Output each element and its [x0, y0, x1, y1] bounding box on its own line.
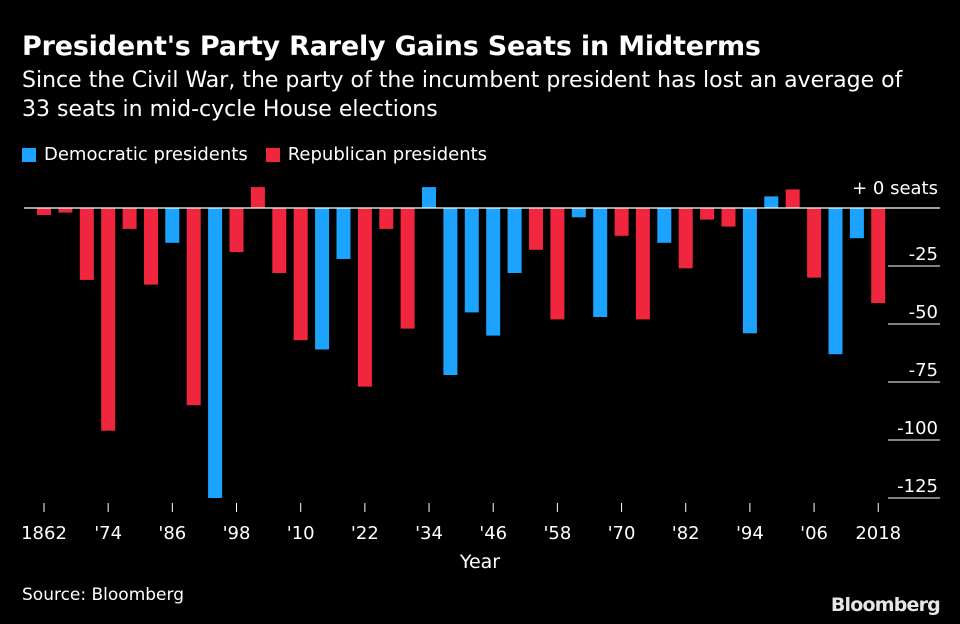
legend-swatch-democratic — [22, 147, 36, 162]
bar-democratic — [443, 208, 458, 375]
bar-democratic — [165, 208, 180, 243]
x-tick-label: '06 — [800, 523, 828, 544]
bar-democratic — [742, 208, 757, 334]
bar-republican — [186, 208, 201, 406]
bar-democratic — [336, 208, 351, 259]
bar-republican — [807, 208, 822, 278]
bar-republican — [635, 208, 650, 320]
bar-democratic — [507, 208, 522, 273]
chart-title: President's Party Rarely Gains Seats in … — [22, 31, 761, 62]
bar-republican — [614, 208, 629, 236]
x-tick-label: '82 — [672, 523, 700, 544]
chart-subtitle: Since the Civil War, the party of the in… — [22, 68, 903, 122]
bar-republican — [37, 208, 51, 215]
x-axis: 1862 '74 '86 '98 '10 '22 '34 '46 '58 '70 '82 '94 '06… — [21, 503, 901, 544]
bar-democratic — [422, 187, 436, 208]
bar-democratic — [315, 208, 330, 350]
zero-line-label: + 0 seats — [852, 178, 938, 199]
bar-democratic — [464, 208, 479, 313]
bar-republican — [293, 208, 308, 341]
bar-republican — [871, 208, 886, 304]
bar-republican — [785, 189, 800, 208]
bar-republican — [678, 208, 693, 269]
bar-democratic — [486, 208, 501, 336]
bar-republican — [550, 208, 565, 320]
bar-republican — [122, 208, 137, 229]
legend-item-democratic: Democratic presidents — [22, 144, 248, 165]
x-axis-title: Year — [459, 551, 500, 573]
bar-republican — [379, 208, 394, 229]
x-tick-label: '94 — [736, 523, 764, 544]
gridlines — [888, 265, 940, 499]
x-tick-label: '86 — [158, 523, 186, 544]
bar-democratic — [657, 208, 672, 243]
bar-republican — [272, 208, 287, 273]
bar-republican — [58, 208, 73, 213]
bar-republican — [721, 208, 736, 227]
bar-republican — [101, 208, 116, 431]
bar-republican — [400, 208, 415, 329]
bar-democratic — [764, 196, 779, 208]
bar-republican — [229, 208, 244, 253]
bar-democratic — [571, 208, 586, 218]
x-tick-label: '10 — [287, 523, 315, 544]
x-tick-label: 2018 — [855, 523, 901, 544]
bars — [37, 187, 886, 498]
y-tick-label: -100 — [897, 418, 938, 439]
x-tick-label: '34 — [415, 523, 443, 544]
zero-line-group: + 0 seats — [24, 178, 940, 209]
y-tick-label: -75 — [909, 360, 938, 381]
legend-item-republican: Republican presidents — [265, 144, 488, 165]
legend-label-republican: Republican presidents — [287, 144, 488, 165]
bloomberg-logo: Bloomberg — [830, 594, 941, 616]
bar-republican — [357, 208, 372, 387]
bar-republican — [250, 187, 265, 208]
bar-republican — [529, 208, 543, 250]
y-tick-label: -125 — [897, 476, 938, 497]
y-tick-label: -25 — [909, 244, 938, 265]
x-tick-label: '74 — [94, 523, 122, 544]
x-tick-label: 1862 — [21, 523, 67, 544]
x-tick-label: '98 — [223, 523, 251, 544]
legend-swatch-republican — [265, 147, 280, 162]
chart-legend: Democratic presidents Republican preside… — [22, 144, 505, 165]
legend-label-democratic: Democratic presidents — [44, 144, 248, 165]
x-tick-label: '22 — [351, 523, 379, 544]
x-tick-label: '58 — [543, 523, 571, 544]
bar-democratic — [849, 208, 864, 239]
y-axis-labels: -25 -50 -75 -100 -125 — [897, 244, 938, 497]
x-tick-label: '46 — [479, 523, 507, 544]
source-note: Source: Bloomberg — [22, 585, 184, 605]
bar-republican — [144, 208, 158, 285]
bar-democratic — [828, 208, 843, 355]
bar-republican — [700, 208, 715, 220]
bar-democratic — [208, 208, 223, 498]
bar-republican — [79, 208, 94, 280]
x-tick-label: '70 — [608, 523, 636, 544]
y-tick-label: -50 — [909, 302, 938, 323]
bar-democratic — [593, 208, 608, 317]
